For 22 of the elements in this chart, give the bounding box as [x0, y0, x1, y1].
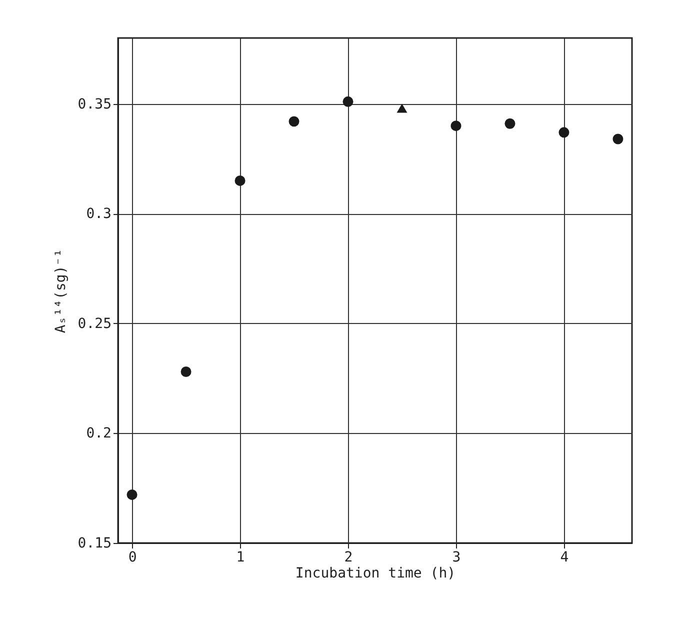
point	[504, 118, 516, 129]
point	[180, 366, 192, 377]
y-tick-label: 0.3	[86, 206, 112, 222]
y-tick-label: 0.35	[78, 96, 112, 112]
y-axis-title: Aₛ¹⁴(sg)⁻¹	[52, 248, 69, 334]
x-tick-label: 2	[344, 550, 353, 566]
x-tick-label: 0	[128, 550, 137, 566]
point	[288, 116, 300, 127]
y-tick-label: 0.15	[78, 536, 112, 552]
point	[558, 127, 570, 138]
point	[126, 489, 138, 500]
point	[396, 104, 408, 113]
x-tick-label: 4	[560, 550, 569, 566]
point	[234, 175, 246, 186]
point	[342, 96, 354, 107]
point	[450, 120, 462, 132]
x-tick-label: 1	[236, 550, 245, 566]
point	[612, 134, 624, 144]
y-tick-label: 0.2	[86, 426, 112, 442]
x-tick-label: 3	[452, 550, 461, 566]
x-axis-title: Incubation time (h)	[295, 566, 456, 582]
y-tick-label: 0.25	[78, 316, 112, 332]
